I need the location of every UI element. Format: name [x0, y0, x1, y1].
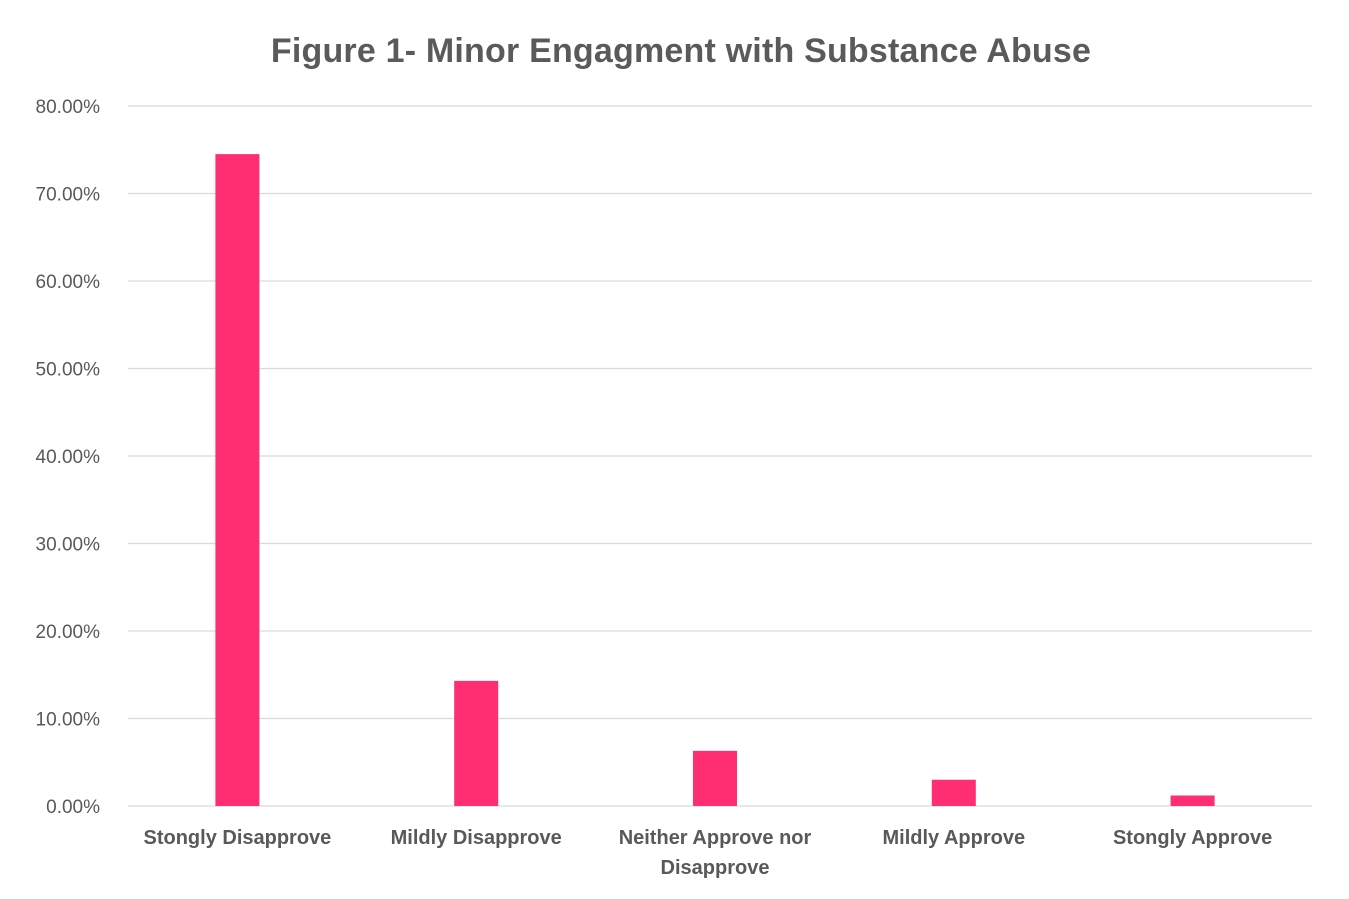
y-tick-label: 0.00% — [46, 797, 100, 818]
x-tick-label: Mildly Approve — [882, 827, 1025, 849]
x-tick-label: Neither Approve nor Disapprove — [619, 827, 812, 879]
bar — [454, 680, 499, 806]
x-tick-label: Mildly Disapprove — [391, 827, 562, 849]
bar — [215, 154, 260, 806]
y-tick-label: 20.00% — [36, 622, 101, 643]
chart-title: Figure 1- Minor Engagment with Substance… — [270, 32, 1092, 70]
x-tick-label: Stongly Approve — [1113, 827, 1272, 849]
y-tick-label: 70.00% — [36, 185, 101, 206]
bar — [693, 750, 737, 806]
y-tick-label: 40.00% — [36, 447, 101, 468]
x-tick-label: Stongly Disapprove — [143, 827, 331, 849]
y-tick-label: 60.00% — [36, 272, 101, 293]
y-tick-label: 80.00% — [36, 97, 101, 118]
y-tick-label: 30.00% — [36, 535, 101, 556]
y-tick-label: 10.00% — [36, 710, 101, 731]
bar — [1170, 795, 1215, 806]
y-tick-label: 50.00% — [36, 360, 101, 381]
bar — [931, 779, 976, 806]
